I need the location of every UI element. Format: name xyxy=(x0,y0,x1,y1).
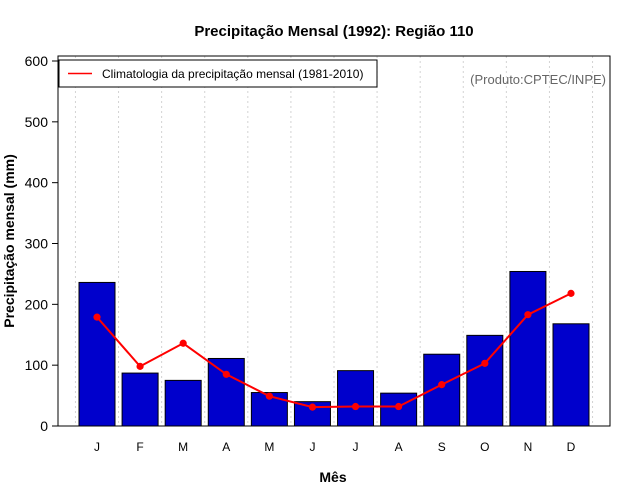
x-axis-label: Mês xyxy=(319,469,346,485)
climatology-line xyxy=(93,289,575,411)
credit-text: (Produto:CPTEC/INPE) xyxy=(470,72,606,87)
x-tick-label: O xyxy=(480,440,489,454)
x-tick-label: A xyxy=(222,440,230,454)
x-tick-label: S xyxy=(438,440,446,454)
climatology-point-6 xyxy=(308,403,317,411)
x-tick-label: A xyxy=(395,440,403,454)
bar-j-1 xyxy=(78,281,116,427)
climatology-point-2 xyxy=(136,362,144,370)
y-tick-label: 500 xyxy=(25,114,49,130)
y-tick-label: 100 xyxy=(25,357,49,373)
bar-j-7 xyxy=(337,370,375,427)
climatology-point-7 xyxy=(351,402,360,411)
y-axis-label: Precipitação mensal (mm) xyxy=(1,154,17,328)
plot-frame xyxy=(57,55,611,427)
x-tick-label: M xyxy=(264,440,274,454)
climatology-point-3 xyxy=(179,339,187,347)
bar-f-2 xyxy=(121,372,159,427)
bar-d-12 xyxy=(552,323,590,427)
x-tick-label: J xyxy=(94,440,100,454)
y-axis: 0 100 200 300 400 500 600 xyxy=(25,53,58,434)
climatology-point-11 xyxy=(524,311,532,319)
x-tick-label: F xyxy=(136,440,143,454)
climatology-point-12 xyxy=(567,289,575,297)
y-tick-label: 200 xyxy=(25,296,49,312)
y-tick-label: 300 xyxy=(25,236,49,252)
y-tick-label: 400 xyxy=(25,175,49,191)
climatology-point-9 xyxy=(438,381,446,389)
legend: Climatologia da precipitação mensal (198… xyxy=(58,59,378,88)
climatology-point-5 xyxy=(265,392,273,400)
climatology-series-line xyxy=(96,292,572,409)
chart-title: Precipitação Mensal (1992): Região 110 xyxy=(194,23,473,40)
climatology-point-10 xyxy=(481,359,489,367)
x-tick-label: N xyxy=(524,440,533,454)
x-tick-label: J xyxy=(309,440,315,454)
x-tick-label: J xyxy=(353,440,359,454)
climatology-point-8 xyxy=(395,402,403,411)
legend-label: Climatologia da precipitação mensal (198… xyxy=(102,67,363,81)
climatology-point-4 xyxy=(222,370,230,378)
x-tick-label: M xyxy=(178,440,188,454)
legend-box xyxy=(58,59,378,88)
x-tick-label: D xyxy=(567,440,576,454)
bar-m-3 xyxy=(164,379,202,427)
climatology-point-1 xyxy=(93,313,101,321)
y-tick-label: 0 xyxy=(40,418,48,434)
bar-n-11 xyxy=(509,270,547,427)
bars xyxy=(78,270,590,427)
bar-a-4 xyxy=(207,357,245,427)
grid-lines xyxy=(74,56,594,426)
y-tick-label: 600 xyxy=(25,53,49,69)
